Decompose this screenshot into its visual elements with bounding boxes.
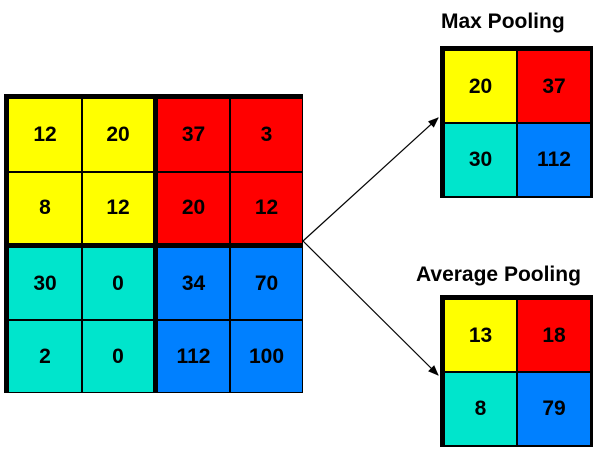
- input-cell: 30: [8, 246, 82, 320]
- input-cell: 20: [82, 98, 156, 172]
- average-pooling-grid: 13 18 8 79: [440, 295, 593, 447]
- max-pooling-cell: 30: [444, 123, 517, 197]
- input-cell: 3: [230, 98, 303, 172]
- input-cell: 112: [156, 320, 230, 393]
- input-cell: 0: [82, 246, 156, 320]
- input-cell: 8: [8, 172, 82, 246]
- input-cell: 37: [156, 98, 230, 172]
- max-pooling-cell: 20: [444, 50, 517, 123]
- input-cell: 12: [82, 172, 156, 246]
- input-cell: 34: [156, 246, 230, 320]
- input-cell: 12: [230, 172, 303, 246]
- average-pooling-cell: 13: [444, 299, 517, 372]
- arrow-to-max-pooling: [302, 117, 439, 242]
- input-cell: 100: [230, 320, 303, 393]
- input-cell: 70: [230, 246, 303, 320]
- average-pooling-cell: 8: [444, 372, 517, 446]
- average-pooling-cell: 79: [517, 372, 591, 446]
- max-pooling-cell: 37: [517, 50, 591, 123]
- input-grid: 12 20 37 3 8 12 20 12 30 0 34 70 2 0 112…: [4, 94, 303, 393]
- max-pooling-grid: 20 37 30 112: [440, 46, 593, 198]
- input-cell: 2: [8, 320, 82, 393]
- input-cell: 12: [8, 98, 82, 172]
- average-pooling-cell: 18: [517, 299, 591, 372]
- arrow-to-average-pooling: [302, 240, 439, 376]
- average-pooling-title: Average Pooling: [416, 263, 581, 286]
- input-cell: 20: [156, 172, 230, 246]
- input-cell: 0: [82, 320, 156, 393]
- max-pooling-title: Max Pooling: [441, 10, 565, 33]
- max-pooling-cell: 112: [517, 123, 591, 197]
